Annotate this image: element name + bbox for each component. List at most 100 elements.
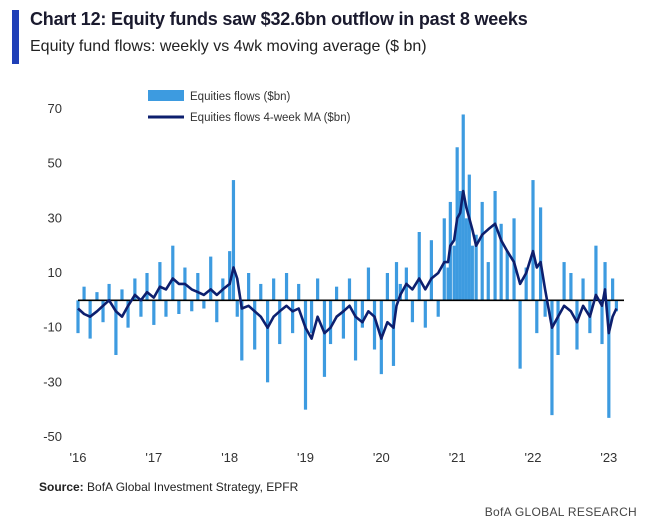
flow-bar xyxy=(398,283,402,301)
legend-label-ma: Equities flows 4-week MA ($bn) xyxy=(190,112,351,124)
flow-bar xyxy=(334,286,339,301)
flow-bar xyxy=(353,300,358,361)
flow-bar xyxy=(88,300,92,339)
flow-bar xyxy=(114,300,118,355)
x-tick-label: '20 xyxy=(373,450,390,465)
flow-bar xyxy=(524,267,528,301)
brand-label: BofA GLOBAL RESEARCH xyxy=(484,505,637,519)
flow-bar xyxy=(158,262,162,301)
chart-title: Chart 12: Equity funds saw $32.6bn outfl… xyxy=(30,9,528,29)
x-tick-label: '17 xyxy=(145,450,162,465)
flow-bar xyxy=(82,286,86,301)
flow-bar xyxy=(417,232,421,301)
flow-bar xyxy=(133,278,137,301)
flow-bar xyxy=(410,300,415,323)
source-note: Source: BofA Global Investment Strategy,… xyxy=(39,480,298,494)
flow-bar xyxy=(474,234,478,301)
flow-bar xyxy=(600,300,604,345)
y-axis-ticks: 70 50 30 10 -10 -30 -50 xyxy=(43,101,62,444)
source-label: Source: xyxy=(39,480,84,494)
flow-bar xyxy=(303,300,308,410)
flow-bar xyxy=(215,300,219,323)
flow-bar xyxy=(467,174,471,301)
y-tick-label: 30 xyxy=(48,210,62,225)
flow-bar xyxy=(372,300,377,350)
flow-bar xyxy=(493,191,497,301)
flow-bar xyxy=(101,300,105,323)
y-tick-label: -10 xyxy=(43,320,62,335)
flow-bar xyxy=(228,251,232,301)
flow-bar xyxy=(614,300,619,312)
flow-bar xyxy=(322,300,327,377)
flow-bar xyxy=(394,262,399,301)
flow-bar xyxy=(385,273,389,301)
flow-bar xyxy=(291,300,295,334)
flow-bar xyxy=(550,300,554,416)
flow-bar xyxy=(177,300,181,314)
legend-label-bars: Equities flows ($bn) xyxy=(190,91,291,103)
y-tick-label: -50 xyxy=(43,429,62,444)
ma-line xyxy=(77,189,618,340)
flow-bar xyxy=(328,300,333,345)
flow-bar xyxy=(126,300,130,328)
flow-bar xyxy=(575,300,579,350)
flow-bar xyxy=(446,267,450,301)
flow-bar xyxy=(259,283,263,301)
flow-bar xyxy=(538,207,543,301)
flow-bar xyxy=(202,300,206,309)
flow-bar xyxy=(607,300,611,418)
flow-bar xyxy=(297,283,301,301)
flow-bar xyxy=(505,251,509,301)
title-accent-bar xyxy=(12,10,19,64)
flow-bar xyxy=(76,300,80,334)
legend: Equities flows ($bn) Equities flows 4-we… xyxy=(148,90,351,124)
flow-bar xyxy=(341,300,346,339)
flow-bar xyxy=(265,300,270,383)
flow-bar xyxy=(95,292,99,301)
y-tick-label: 10 xyxy=(48,265,62,280)
flow-bar xyxy=(603,262,607,301)
flow-bar xyxy=(611,278,615,301)
flow-bar xyxy=(231,180,236,301)
x-tick-label: '18 xyxy=(221,450,238,465)
flow-bar xyxy=(518,300,522,369)
flow-bar xyxy=(569,273,573,301)
flow-bar xyxy=(253,300,257,350)
flow-bar xyxy=(366,267,371,301)
flow-bar xyxy=(442,218,446,301)
x-tick-label: '22 xyxy=(525,450,542,465)
flow-bar xyxy=(436,300,440,317)
flow-bar xyxy=(391,300,396,366)
flow-bar xyxy=(316,278,320,301)
flow-bar xyxy=(360,300,364,328)
flow-bar xyxy=(164,300,168,317)
x-tick-label: '23 xyxy=(600,450,617,465)
flow-bar xyxy=(284,273,289,301)
flow-bar xyxy=(120,289,124,301)
y-tick-label: 50 xyxy=(48,156,62,171)
source-text: BofA Global Investment Strategy, EPFR xyxy=(87,480,299,494)
flow-bar xyxy=(512,218,516,301)
flow-bar xyxy=(278,300,282,345)
flow-bar xyxy=(556,300,560,355)
x-tick-label: '16 xyxy=(70,450,87,465)
flow-bar xyxy=(107,283,111,301)
flow-bar xyxy=(171,245,175,301)
flow-bar xyxy=(543,300,547,317)
flow-bar xyxy=(347,278,352,301)
flow-bar xyxy=(196,273,200,301)
x-tick-label: '21 xyxy=(449,450,466,465)
flow-bar xyxy=(594,245,598,301)
y-tick-label: 70 xyxy=(48,101,62,116)
flow-bar xyxy=(235,300,239,317)
y-tick-label: -30 xyxy=(43,374,62,389)
flow-bar xyxy=(209,256,213,301)
flow-bar xyxy=(272,278,276,301)
flow-bar xyxy=(247,273,251,301)
flow-bar xyxy=(152,300,156,325)
flow-bar xyxy=(429,240,433,301)
flow-bar xyxy=(499,223,503,301)
flow-bar xyxy=(486,262,490,301)
flow-bar xyxy=(562,262,566,301)
